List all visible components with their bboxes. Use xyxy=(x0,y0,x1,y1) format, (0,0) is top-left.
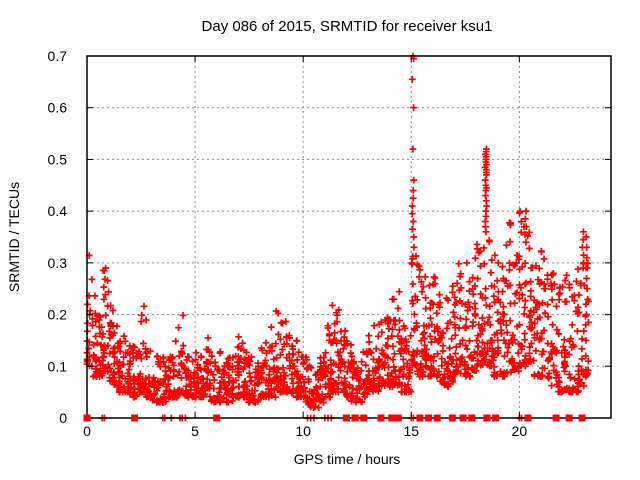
y-tick-label: 0.1 xyxy=(48,358,68,374)
y-tick-label: 0.6 xyxy=(48,100,68,116)
x-tick-label: 15 xyxy=(403,423,419,439)
x-tick-label: 10 xyxy=(295,423,311,439)
scatter-points-srmtid xyxy=(83,52,592,422)
y-tick-label: 0 xyxy=(59,410,67,426)
y-axis-label: SRMTID / TECUs xyxy=(6,182,22,292)
y-tick-label: 0.4 xyxy=(48,203,68,219)
y-tick-label: 0.7 xyxy=(48,48,68,64)
x-tick-label: 0 xyxy=(83,423,91,439)
chart-title: Day 086 of 2015, SRMTID for receiver ksu… xyxy=(202,18,493,35)
y-tick-label: 0.2 xyxy=(48,307,68,323)
y-tick-label: 0.3 xyxy=(48,255,68,271)
x-axis-label: GPS time / hours xyxy=(294,451,401,467)
x-tick-label: 20 xyxy=(512,423,528,439)
y-tick-label: 0.5 xyxy=(48,151,68,167)
plot-area: 0 5 10 15 20 0 0.1 0.2 0.3 0.4 0.5 0.6 0.7 xyxy=(48,48,612,439)
x-tick-label: 5 xyxy=(191,423,199,439)
zero-flag-squares xyxy=(83,414,586,422)
